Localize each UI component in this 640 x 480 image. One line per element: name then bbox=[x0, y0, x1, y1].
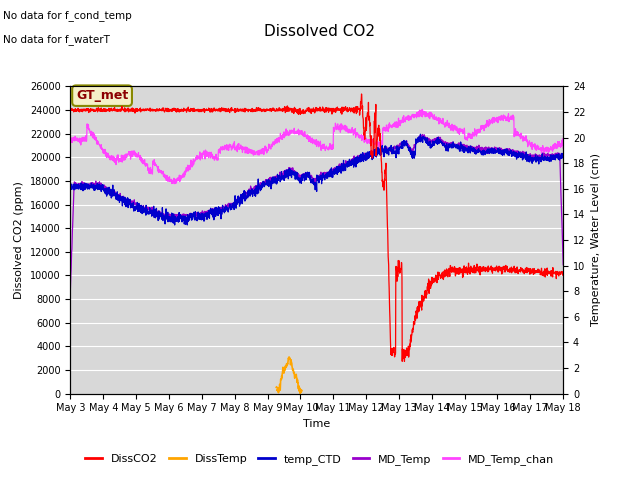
Text: GT_met: GT_met bbox=[76, 89, 128, 102]
Y-axis label: Temperature, Water Level (cm): Temperature, Water Level (cm) bbox=[591, 154, 601, 326]
Legend: DissCO2, DissTemp, temp_CTD, MD_Temp, MD_Temp_chan: DissCO2, DissTemp, temp_CTD, MD_Temp, MD… bbox=[81, 450, 559, 469]
Text: No data for f_waterT: No data for f_waterT bbox=[3, 34, 110, 45]
Y-axis label: Dissolved CO2 (ppm): Dissolved CO2 (ppm) bbox=[14, 181, 24, 299]
X-axis label: Time: Time bbox=[303, 419, 330, 429]
Text: Dissolved CO2: Dissolved CO2 bbox=[264, 24, 376, 39]
Text: No data for f_cond_temp: No data for f_cond_temp bbox=[3, 10, 132, 21]
